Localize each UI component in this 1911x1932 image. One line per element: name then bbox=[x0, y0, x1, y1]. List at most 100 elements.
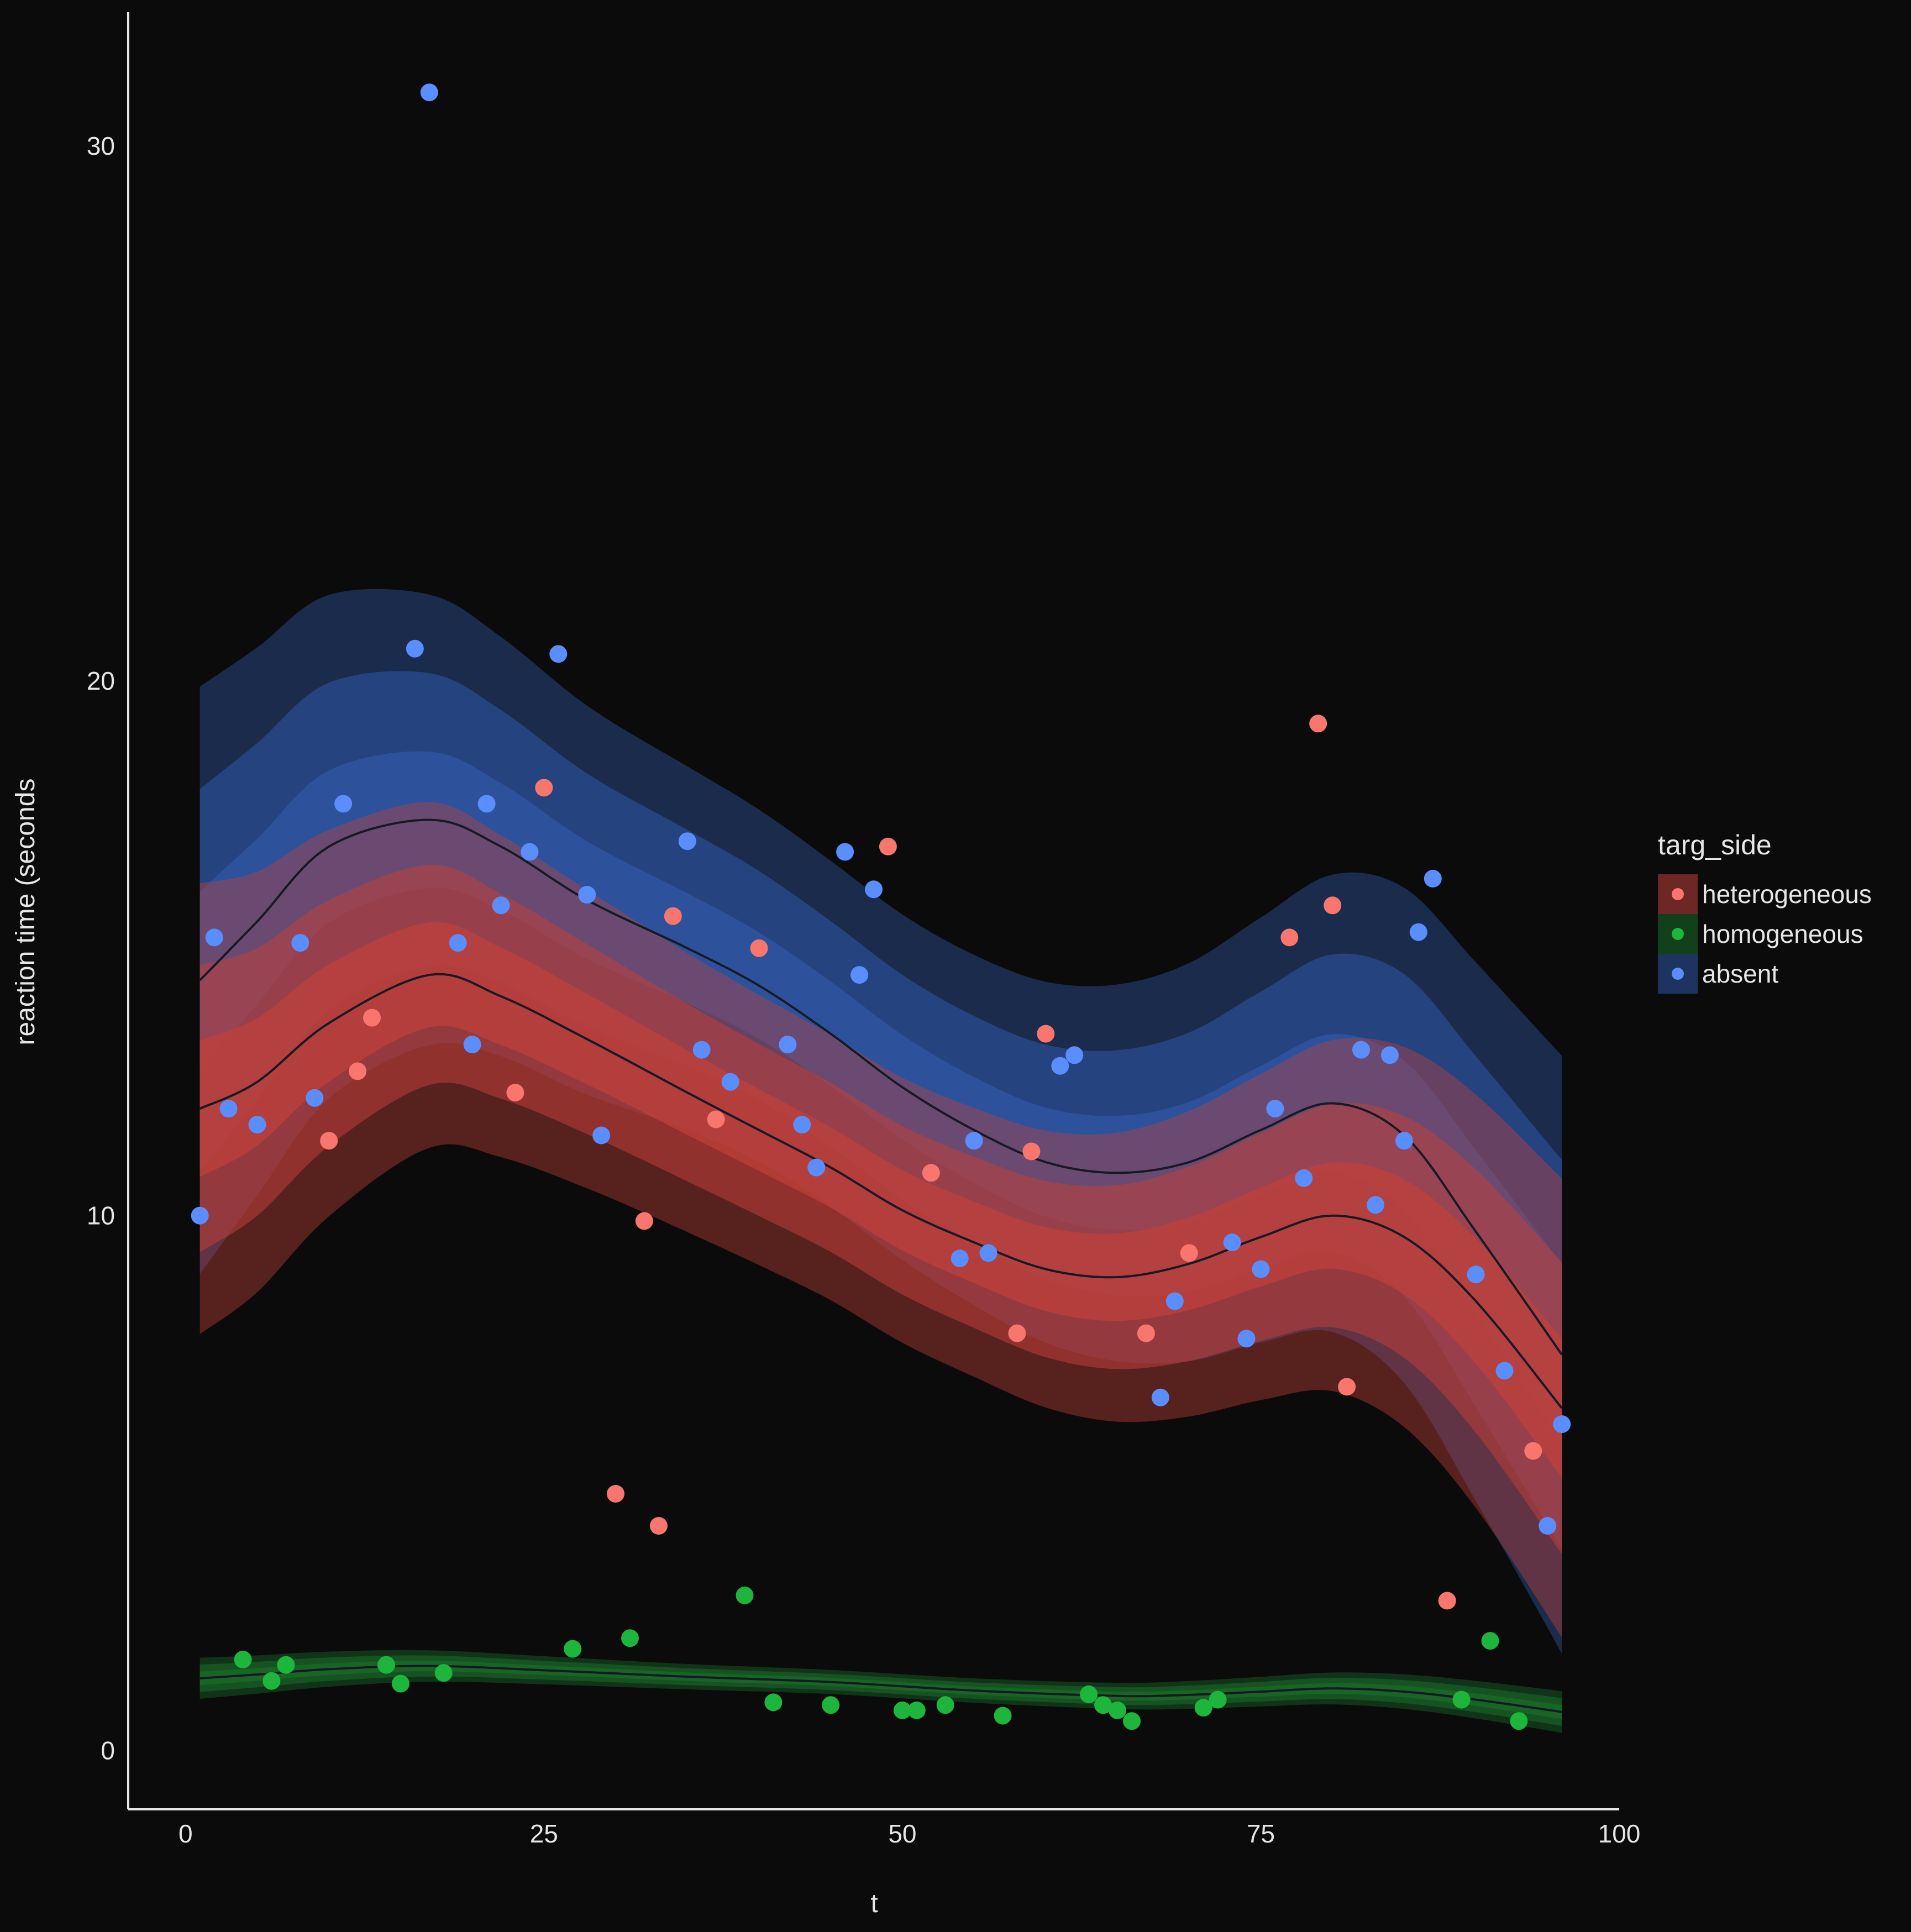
point-heterogeneous-15 bbox=[1037, 1025, 1055, 1043]
point-homogeneous-20 bbox=[1209, 1691, 1227, 1709]
point-absent-40 bbox=[1380, 1046, 1399, 1064]
point-heterogeneous-20 bbox=[1324, 896, 1342, 915]
point-homogeneous-21 bbox=[1452, 1691, 1471, 1709]
tick-labels: 0 25 50 75 100 0 10 20 30 bbox=[87, 132, 1641, 1848]
point-absent-8 bbox=[420, 83, 438, 102]
trend-lines bbox=[199, 818, 1563, 1713]
legend-dot-absent bbox=[1672, 968, 1684, 980]
point-absent-2 bbox=[219, 1100, 238, 1118]
point-absent-11 bbox=[477, 795, 496, 813]
point-absent-10 bbox=[463, 1036, 481, 1053]
point-absent-0 bbox=[191, 1206, 209, 1225]
point-heterogeneous-1 bbox=[349, 1062, 367, 1080]
point-heterogeneous-5 bbox=[607, 1485, 624, 1503]
point-absent-18 bbox=[692, 1041, 711, 1059]
point-heterogeneous-11 bbox=[879, 837, 897, 855]
point-absent-44 bbox=[1467, 1266, 1485, 1284]
point-absent-30 bbox=[1065, 1046, 1084, 1064]
point-homogeneous-3 bbox=[377, 1656, 395, 1674]
point-homogeneous-13 bbox=[936, 1696, 954, 1714]
point-absent-25 bbox=[865, 880, 883, 899]
legend-label-heterogeneous: heterogeneous bbox=[1702, 880, 1872, 909]
point-heterogeneous-8 bbox=[664, 907, 682, 925]
point-absent-6 bbox=[334, 795, 353, 813]
point-homogeneous-23 bbox=[1510, 1712, 1528, 1730]
point-homogeneous-7 bbox=[621, 1629, 639, 1647]
point-heterogeneous-13 bbox=[1008, 1324, 1026, 1342]
legend: targ_side heterogeneous homogeneous absent bbox=[1658, 830, 1872, 994]
point-absent-28 bbox=[979, 1244, 998, 1262]
point-homogeneous-10 bbox=[822, 1696, 840, 1714]
point-heterogeneous-2 bbox=[363, 1009, 381, 1027]
point-absent-3 bbox=[248, 1116, 266, 1134]
point-absent-15 bbox=[578, 886, 596, 904]
point-absent-4 bbox=[291, 934, 309, 952]
point-heterogeneous-18 bbox=[1280, 928, 1299, 947]
point-homogeneous-18 bbox=[1123, 1712, 1141, 1730]
point-homogeneous-19 bbox=[1194, 1699, 1212, 1717]
point-homogeneous-8 bbox=[736, 1586, 754, 1604]
point-absent-34 bbox=[1237, 1330, 1256, 1348]
point-absent-43 bbox=[1424, 869, 1442, 888]
point-absent-35 bbox=[1252, 1260, 1270, 1278]
point-heterogeneous-10 bbox=[750, 939, 768, 957]
point-heterogeneous-21 bbox=[1338, 1378, 1356, 1396]
point-homogeneous-5 bbox=[434, 1664, 453, 1682]
y-axis-title: reaction time (seconds bbox=[11, 779, 40, 1046]
point-heterogeneous-0 bbox=[320, 1132, 338, 1150]
y-tick-label-20: 20 bbox=[87, 666, 115, 695]
point-absent-5 bbox=[306, 1089, 324, 1107]
point-absent-38 bbox=[1352, 1041, 1370, 1059]
point-absent-23 bbox=[836, 843, 854, 861]
x-axis-title: t bbox=[870, 1889, 878, 1918]
point-heterogeneous-17 bbox=[1180, 1244, 1198, 1262]
point-heterogeneous-14 bbox=[1022, 1142, 1041, 1161]
point-absent-32 bbox=[1166, 1292, 1184, 1310]
x-tick-label-25: 25 bbox=[530, 1819, 558, 1848]
x-tick-label-75: 75 bbox=[1247, 1819, 1275, 1848]
point-homogeneous-2 bbox=[277, 1656, 295, 1674]
point-absent-19 bbox=[721, 1073, 739, 1091]
point-homogeneous-22 bbox=[1481, 1632, 1499, 1650]
point-homogeneous-17 bbox=[1109, 1701, 1126, 1719]
point-heterogeneous-12 bbox=[922, 1164, 940, 1182]
point-absent-45 bbox=[1495, 1362, 1514, 1380]
band-heterogeneous-3 bbox=[200, 922, 1562, 1478]
point-heterogeneous-19 bbox=[1309, 715, 1327, 733]
legend-dot-heterogeneous bbox=[1672, 888, 1684, 900]
point-absent-36 bbox=[1266, 1100, 1284, 1118]
point-absent-39 bbox=[1367, 1196, 1384, 1214]
point-homogeneous-12 bbox=[907, 1701, 926, 1719]
point-absent-14 bbox=[549, 645, 568, 663]
point-heterogeneous-16 bbox=[1137, 1324, 1155, 1342]
point-heterogeneous-6 bbox=[635, 1212, 653, 1230]
point-homogeneous-15 bbox=[1080, 1685, 1098, 1703]
point-absent-42 bbox=[1409, 923, 1427, 941]
confidence-bands bbox=[200, 589, 1562, 1733]
point-absent-29 bbox=[1051, 1057, 1069, 1075]
data-points bbox=[191, 83, 1571, 1730]
point-heterogeneous-7 bbox=[649, 1517, 668, 1535]
y-tick-label-30: 30 bbox=[87, 132, 115, 160]
x-tick-label-100: 100 bbox=[1598, 1819, 1641, 1848]
point-homogeneous-9 bbox=[764, 1693, 783, 1712]
point-absent-21 bbox=[793, 1116, 811, 1134]
y-tick-label-10: 10 bbox=[87, 1201, 115, 1230]
point-heterogeneous-23 bbox=[1524, 1442, 1542, 1460]
point-absent-41 bbox=[1395, 1132, 1413, 1150]
point-homogeneous-16 bbox=[1094, 1696, 1112, 1714]
point-absent-26 bbox=[951, 1250, 969, 1268]
point-homogeneous-6 bbox=[564, 1640, 582, 1658]
point-absent-46 bbox=[1539, 1517, 1557, 1535]
point-heterogeneous-4 bbox=[535, 779, 553, 797]
point-homogeneous-4 bbox=[391, 1674, 410, 1693]
point-homogeneous-14 bbox=[994, 1707, 1012, 1725]
point-homogeneous-0 bbox=[234, 1651, 252, 1668]
point-absent-1 bbox=[205, 928, 223, 947]
point-absent-37 bbox=[1295, 1169, 1313, 1187]
point-absent-13 bbox=[521, 843, 539, 861]
legend-label-homogeneous: homogeneous bbox=[1702, 920, 1863, 948]
point-heterogeneous-22 bbox=[1438, 1592, 1456, 1610]
legend-dot-homogeneous bbox=[1672, 928, 1684, 940]
